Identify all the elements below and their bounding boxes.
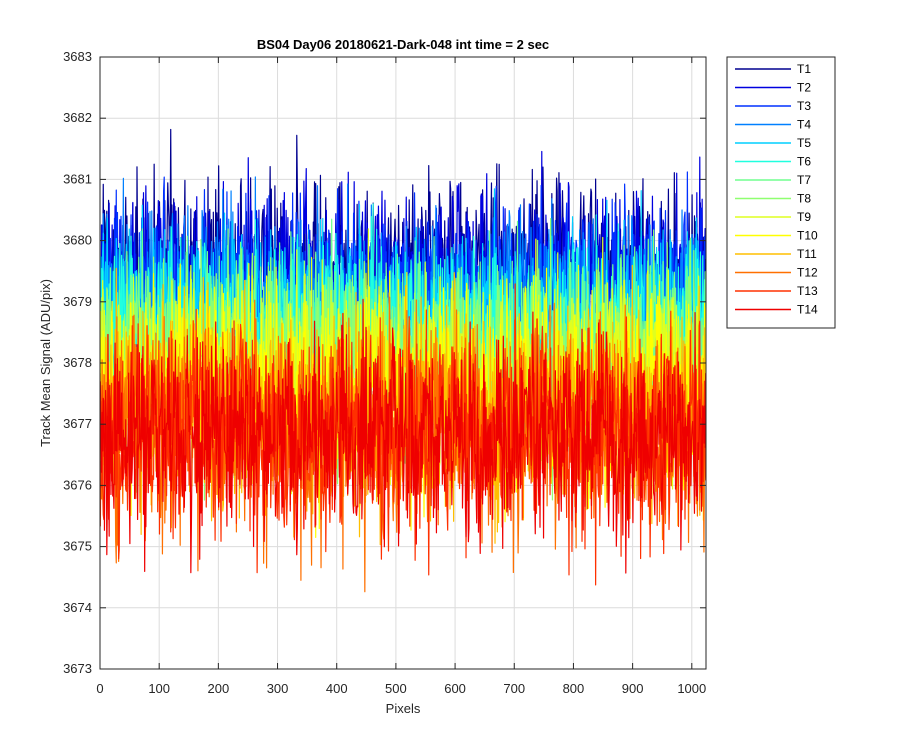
x-tick-label: 800 [563,681,585,696]
y-tick-labels: 3673 3674 3675 3676 3677 3678 3679 3680 3681 3682… [63,49,92,676]
y-axis-label: Track Mean Signal (ADU/pix) [38,279,53,447]
y-tick-label: 3679 [63,294,92,309]
x-tick-label: 300 [267,681,289,696]
y-tick-label: 3681 [63,171,92,186]
legend-label: T9 [797,210,811,224]
legend-label: T10 [797,229,818,243]
x-axis-label: Pixels [386,701,421,716]
chart-title: BS04 Day06 20180621-Dark-048 int time = … [257,37,549,52]
legend-label: T2 [797,81,811,95]
y-tick-label: 3680 [63,233,92,248]
legend-label: T3 [797,99,811,113]
series-layer [99,128,707,593]
legend-label: T4 [797,118,811,132]
legend-label: T1 [797,62,811,76]
x-tick-label: 1000 [677,681,706,696]
legend-label: T14 [797,303,818,317]
legend-label: T7 [797,173,811,187]
x-tick-label: 400 [326,681,348,696]
y-tick-label: 3676 [63,477,92,492]
x-tick-label: 100 [148,681,170,696]
x-tick-label: 700 [503,681,525,696]
series-line-t14 [99,298,707,574]
y-tick-label: 3674 [63,600,92,615]
x-tick-label: 600 [444,681,466,696]
legend: T1 T2 T3 T4 T5 T6 T7 T8 T9 T10 T11 T12 T13 T14 [726,56,836,329]
legend-label: T6 [797,155,811,169]
y-tick-label: 3675 [63,539,92,554]
y-tick-label: 3682 [63,110,92,125]
y-tick-label: 3677 [63,416,92,431]
x-tick-labels: 0 100 200 300 400 500 600 700 800 900 1000 [96,681,706,696]
legend-box [726,56,836,329]
axis-ticks [99,56,706,670]
legend-label: T5 [797,136,811,150]
x-tick-label: 900 [622,681,644,696]
legend-label: T12 [797,266,818,280]
y-tick-label: 3683 [63,49,92,64]
x-tick-label: 0 [96,681,103,696]
y-tick-label: 3673 [63,661,92,676]
y-tick-label: 3678 [63,355,92,370]
legend-label: T13 [797,284,818,298]
legend-label: T8 [797,192,811,206]
legend-label: T11 [797,247,817,261]
x-tick-label: 500 [385,681,407,696]
x-tick-label: 200 [208,681,230,696]
